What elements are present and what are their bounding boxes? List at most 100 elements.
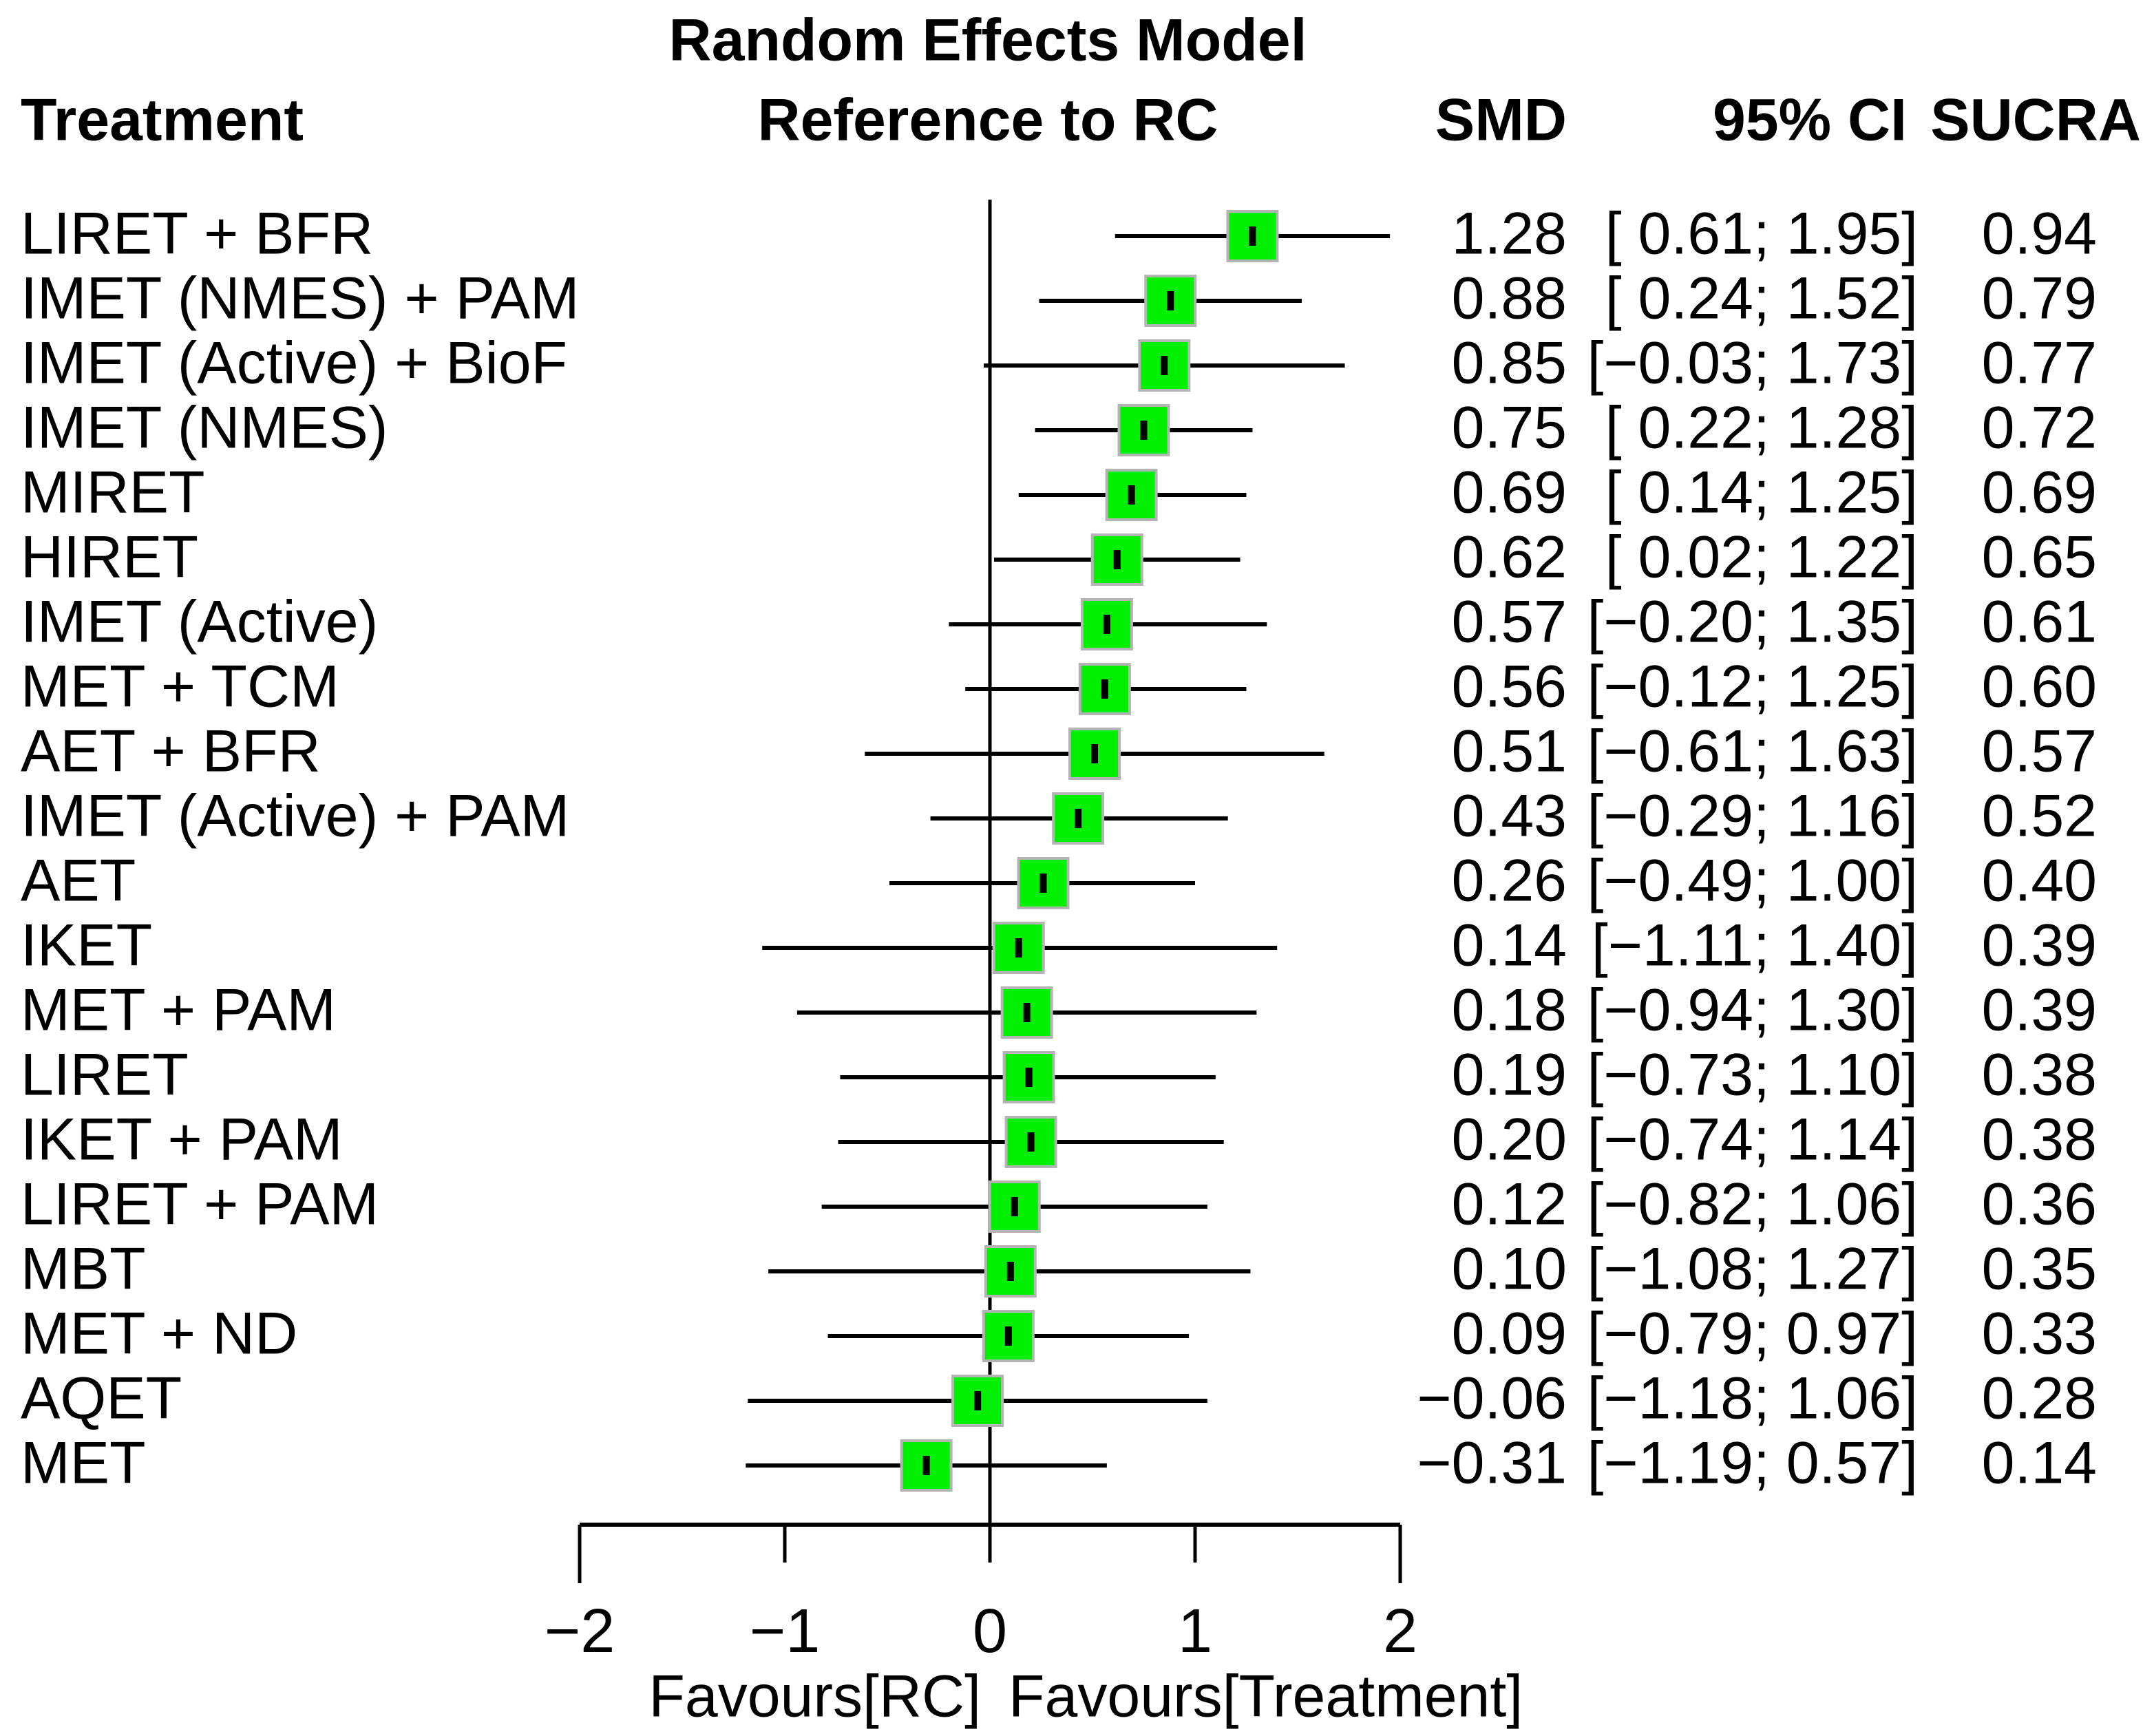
x-axis-tick-label: 1 <box>1177 1597 1213 1666</box>
ci-value: [−0.29; 1.16] <box>1587 783 1918 849</box>
ci-value: [−0.94; 1.30] <box>1587 977 1918 1044</box>
smd-value: 0.62 <box>1451 524 1567 591</box>
plot-title-line2: Reference to RC <box>757 87 1218 154</box>
ci-value: [−0.03; 1.73] <box>1587 330 1918 396</box>
ci-value: [−0.12; 1.25] <box>1587 653 1918 720</box>
treatment-label: MET + ND <box>21 1300 298 1367</box>
smd-value: 0.18 <box>1451 977 1567 1044</box>
sucra-value: 0.39 <box>1981 977 2097 1044</box>
treatment-label: IMET (Active) <box>21 589 379 655</box>
smd-value: 0.43 <box>1451 783 1567 849</box>
smd-square <box>1002 1051 1055 1103</box>
smd-value: 0.51 <box>1451 718 1567 785</box>
smd-value: 1.28 <box>1451 200 1567 267</box>
treatment-label: AQET <box>21 1365 182 1432</box>
sucra-value: 0.38 <box>1981 1106 2097 1173</box>
smd-value: 0.69 <box>1451 459 1567 526</box>
smd-square <box>984 1245 1037 1298</box>
smd-value: 0.56 <box>1451 653 1567 720</box>
smd-square <box>951 1375 1004 1427</box>
ci-value: [−1.18; 1.06] <box>1587 1365 1918 1432</box>
smd-value: 0.57 <box>1451 589 1567 655</box>
treatment-column-header: Treatment <box>21 87 304 154</box>
treatment-label: MIRET <box>21 459 205 526</box>
treatment-label: MET + PAM <box>21 977 336 1044</box>
smd-square <box>992 922 1045 974</box>
treatment-label: LIRET + PAM <box>21 1171 379 1238</box>
treatment-label: MET <box>21 1430 146 1496</box>
ci-value: [−1.11; 1.40] <box>1591 912 1918 979</box>
smd-square <box>982 1310 1035 1362</box>
ci-value: [ 0.22; 1.28] <box>1605 394 1918 461</box>
sucra-value: 0.79 <box>1981 265 2097 332</box>
smd-value: 0.75 <box>1451 394 1567 461</box>
sucra-value: 0.72 <box>1981 394 2097 461</box>
treatment-label: IMET (Active) + PAM <box>21 783 570 849</box>
x-axis-tick-label: −1 <box>749 1597 821 1666</box>
x-axis-tick-label: −2 <box>544 1597 615 1666</box>
ci-value: [−0.73; 1.10] <box>1587 1041 1918 1108</box>
treatment-label: IKET + PAM <box>21 1106 343 1173</box>
x-axis-tick-label: 2 <box>1382 1597 1418 1666</box>
ci-value: [ 0.14; 1.25] <box>1605 459 1918 526</box>
sucra-column-header: SUCRA <box>1930 87 2141 154</box>
treatment-label: AET + BFR <box>21 718 321 785</box>
treatment-label: IKET <box>21 912 153 979</box>
sucra-value: 0.38 <box>1981 1041 2097 1108</box>
ci-value: [−1.19; 0.57] <box>1587 1430 1918 1496</box>
smd-value: 0.19 <box>1451 1041 1567 1108</box>
ci-value: [−0.79; 0.97] <box>1587 1300 1918 1367</box>
treatment-label: LIRET <box>21 1041 189 1108</box>
smd-value: 0.09 <box>1451 1300 1567 1367</box>
sucra-value: 0.57 <box>1981 718 2097 785</box>
sucra-value: 0.40 <box>1981 847 2097 914</box>
ci-value: [−1.08; 1.27] <box>1587 1236 1918 1302</box>
ci-column-header: 95% CI <box>1712 87 1907 154</box>
ci-value: [ 0.61; 1.95] <box>1605 200 1918 267</box>
x-axis-tick-label: 0 <box>972 1597 1008 1666</box>
smd-column-header: SMD <box>1435 87 1567 154</box>
smd-value: −0.06 <box>1417 1365 1567 1432</box>
ci-value: [−0.49; 1.00] <box>1587 847 1918 914</box>
ci-value: [−0.61; 1.63] <box>1587 718 1918 785</box>
sucra-value: 0.77 <box>1981 330 2097 396</box>
smd-value: 0.10 <box>1451 1236 1567 1302</box>
sucra-value: 0.65 <box>1981 524 2097 591</box>
x-axis-label-left: Favours[RC] <box>648 1663 981 1730</box>
ci-value: [ 0.02; 1.22] <box>1605 524 1918 591</box>
ci-value: [−0.20; 1.35] <box>1587 589 1918 655</box>
sucra-value: 0.33 <box>1981 1300 2097 1367</box>
smd-value: 0.20 <box>1451 1106 1567 1173</box>
treatment-label: AET <box>21 847 136 914</box>
smd-value: 0.14 <box>1451 912 1567 979</box>
sucra-value: 0.36 <box>1981 1171 2097 1238</box>
x-axis-label-right: Favours[Treatment] <box>1009 1663 1523 1730</box>
ci-value: [ 0.24; 1.52] <box>1605 265 1918 332</box>
plot-title-line1: Random Effects Model <box>668 7 1307 74</box>
treatment-label: IMET (NMES) <box>21 394 388 461</box>
treatment-label: MBT <box>21 1236 146 1302</box>
smd-value: 0.88 <box>1451 265 1567 332</box>
treatment-label: IMET (Active) + BioF <box>21 330 568 396</box>
sucra-value: 0.35 <box>1981 1236 2097 1302</box>
sucra-value: 0.60 <box>1981 653 2097 720</box>
ci-value: [−0.82; 1.06] <box>1587 1171 1918 1238</box>
sucra-value: 0.69 <box>1981 459 2097 526</box>
smd-value: 0.85 <box>1451 330 1567 396</box>
treatment-label: HIRET <box>21 524 198 591</box>
sucra-value: 0.39 <box>1981 912 2097 979</box>
treatment-label: MET + TCM <box>21 653 339 720</box>
treatment-label: IMET (NMES) + PAM <box>21 265 580 332</box>
smd-value: 0.26 <box>1451 847 1567 914</box>
smd-value: 0.12 <box>1451 1171 1567 1238</box>
sucra-value: 0.28 <box>1981 1365 2097 1432</box>
sucra-value: 0.52 <box>1981 783 2097 849</box>
sucra-value: 0.94 <box>1981 200 2097 267</box>
ci-value: [−0.74; 1.14] <box>1587 1106 1918 1173</box>
sucra-value: 0.61 <box>1981 589 2097 655</box>
treatment-label: LIRET + BFR <box>21 200 374 267</box>
smd-value: −0.31 <box>1417 1430 1567 1496</box>
sucra-value: 0.14 <box>1981 1430 2097 1496</box>
